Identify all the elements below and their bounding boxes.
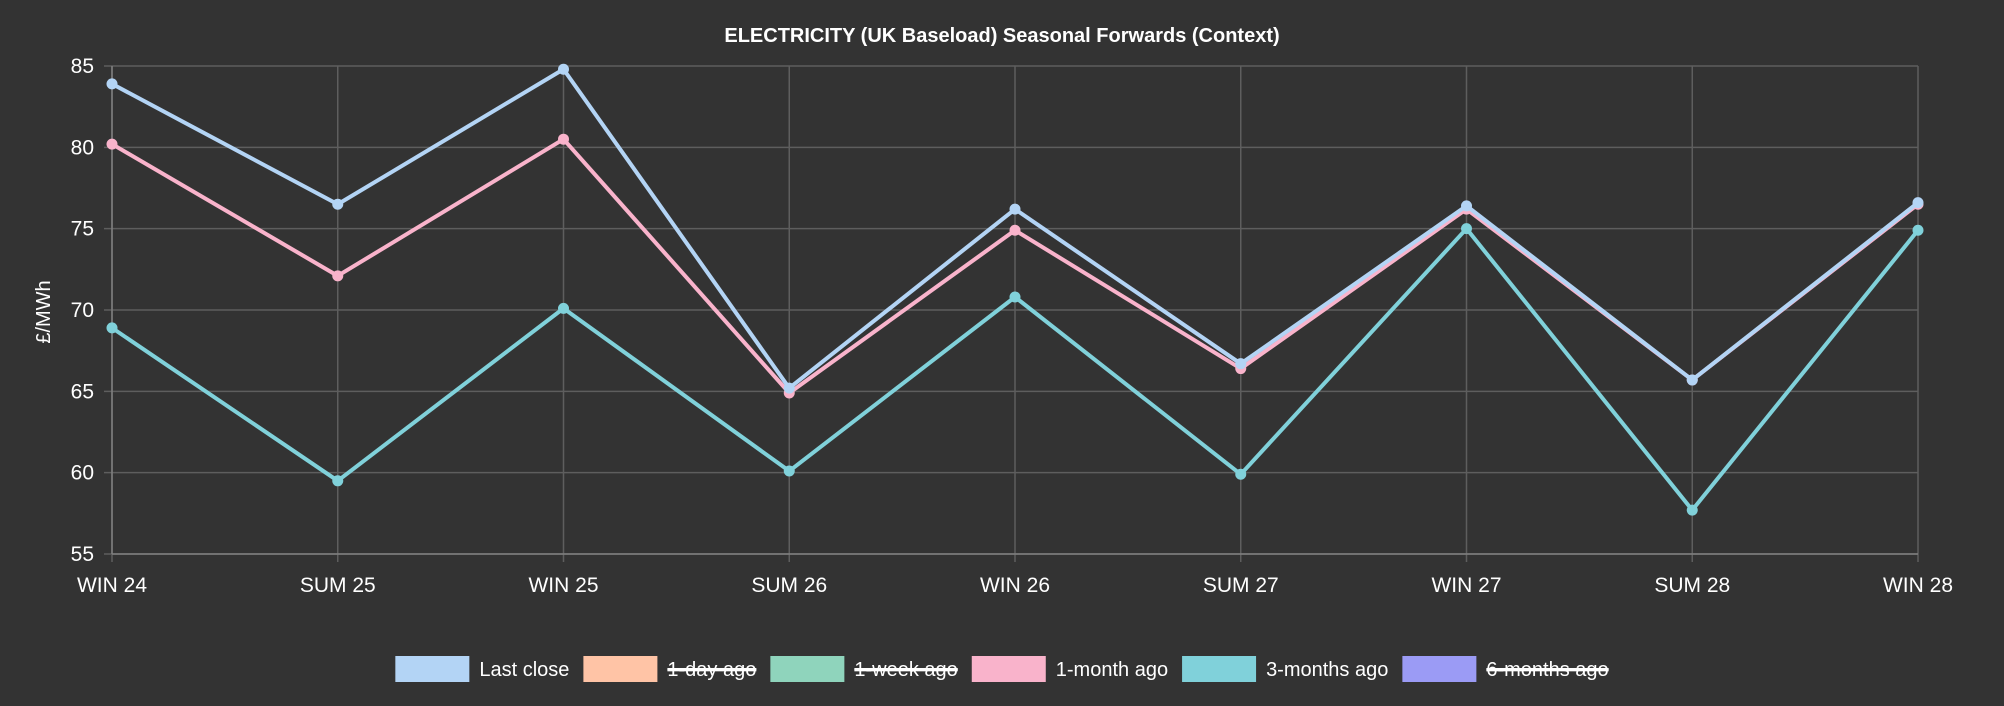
y-tick-label: 85 bbox=[71, 55, 94, 78]
legend-swatch bbox=[583, 656, 658, 682]
legend-item[interactable]: 3-months ago bbox=[1182, 656, 1388, 682]
legend-item[interactable]: 1-day ago bbox=[583, 656, 757, 682]
y-tick-label: 55 bbox=[71, 543, 94, 566]
data-point bbox=[106, 138, 118, 150]
y-tick-label: 60 bbox=[71, 462, 94, 485]
x-tick-label: WIN 25 bbox=[528, 574, 598, 597]
x-tick-label: SUM 26 bbox=[751, 574, 827, 597]
x-tick-label: WIN 24 bbox=[77, 574, 147, 597]
data-point bbox=[558, 133, 569, 145]
legend-label: 3-months ago bbox=[1266, 659, 1388, 681]
y-axis-title: £/MWh bbox=[33, 280, 55, 343]
legend-item[interactable]: Last close bbox=[395, 656, 569, 682]
data-point bbox=[332, 198, 344, 210]
data-point bbox=[1686, 374, 1698, 386]
data-point bbox=[1235, 358, 1247, 370]
legend-swatch bbox=[1402, 656, 1477, 682]
data-point bbox=[783, 382, 795, 394]
legend-swatch bbox=[1182, 656, 1257, 682]
x-tick-label: WIN 27 bbox=[1431, 574, 1501, 597]
x-tick-label: SUM 27 bbox=[1203, 574, 1279, 597]
data-point bbox=[106, 78, 118, 90]
legend-swatch bbox=[770, 656, 845, 682]
data-point bbox=[1912, 197, 1924, 209]
legend-item[interactable]: 1-week ago bbox=[770, 656, 958, 682]
x-tick-label: WIN 26 bbox=[980, 574, 1050, 597]
data-point bbox=[332, 475, 344, 487]
data-point bbox=[1009, 224, 1021, 236]
data-point bbox=[558, 302, 569, 314]
x-tick-label: SUM 28 bbox=[1654, 574, 1730, 597]
y-tick-label: 70 bbox=[71, 299, 94, 322]
grid bbox=[104, 65, 1919, 562]
data-point bbox=[558, 63, 569, 75]
x-axis-ticks: WIN 24 SUM 25 WIN 25 SUM 26 WIN 26 SUM 27 WIN … bbox=[77, 574, 1953, 597]
data-point bbox=[783, 465, 795, 477]
legend-label: 1-month ago bbox=[1056, 659, 1168, 681]
legend-swatch bbox=[971, 656, 1046, 682]
legend-label: Last close bbox=[479, 659, 569, 681]
data-point bbox=[1009, 203, 1021, 215]
x-tick-label: SUM 25 bbox=[300, 574, 376, 597]
legend-swatch bbox=[395, 656, 470, 682]
data-point bbox=[1009, 291, 1021, 303]
x-tick-label: WIN 28 bbox=[1883, 574, 1953, 597]
data-point bbox=[106, 322, 118, 334]
y-tick-label: 75 bbox=[71, 218, 94, 241]
data-point bbox=[1461, 200, 1472, 212]
legend-item[interactable]: 6-months ago bbox=[1402, 656, 1609, 682]
data-point bbox=[1461, 223, 1472, 235]
legend: Last close 1-day ago 1-week ago 1-month ago… bbox=[395, 656, 1609, 682]
data-point bbox=[1235, 468, 1247, 480]
data-point bbox=[332, 270, 344, 282]
chart-title: ELECTRICITY (UK Baseload) Seasonal Forwa… bbox=[724, 25, 1279, 47]
legend-item[interactable]: 1-month ago bbox=[971, 656, 1168, 682]
series-lines bbox=[106, 63, 1924, 516]
y-tick-label: 65 bbox=[71, 380, 94, 403]
data-point bbox=[1912, 224, 1924, 236]
data-point bbox=[1686, 504, 1698, 516]
y-tick-label: 80 bbox=[71, 136, 94, 159]
y-axis-ticks: 55 60 65 70 75 80 85 bbox=[71, 55, 94, 566]
